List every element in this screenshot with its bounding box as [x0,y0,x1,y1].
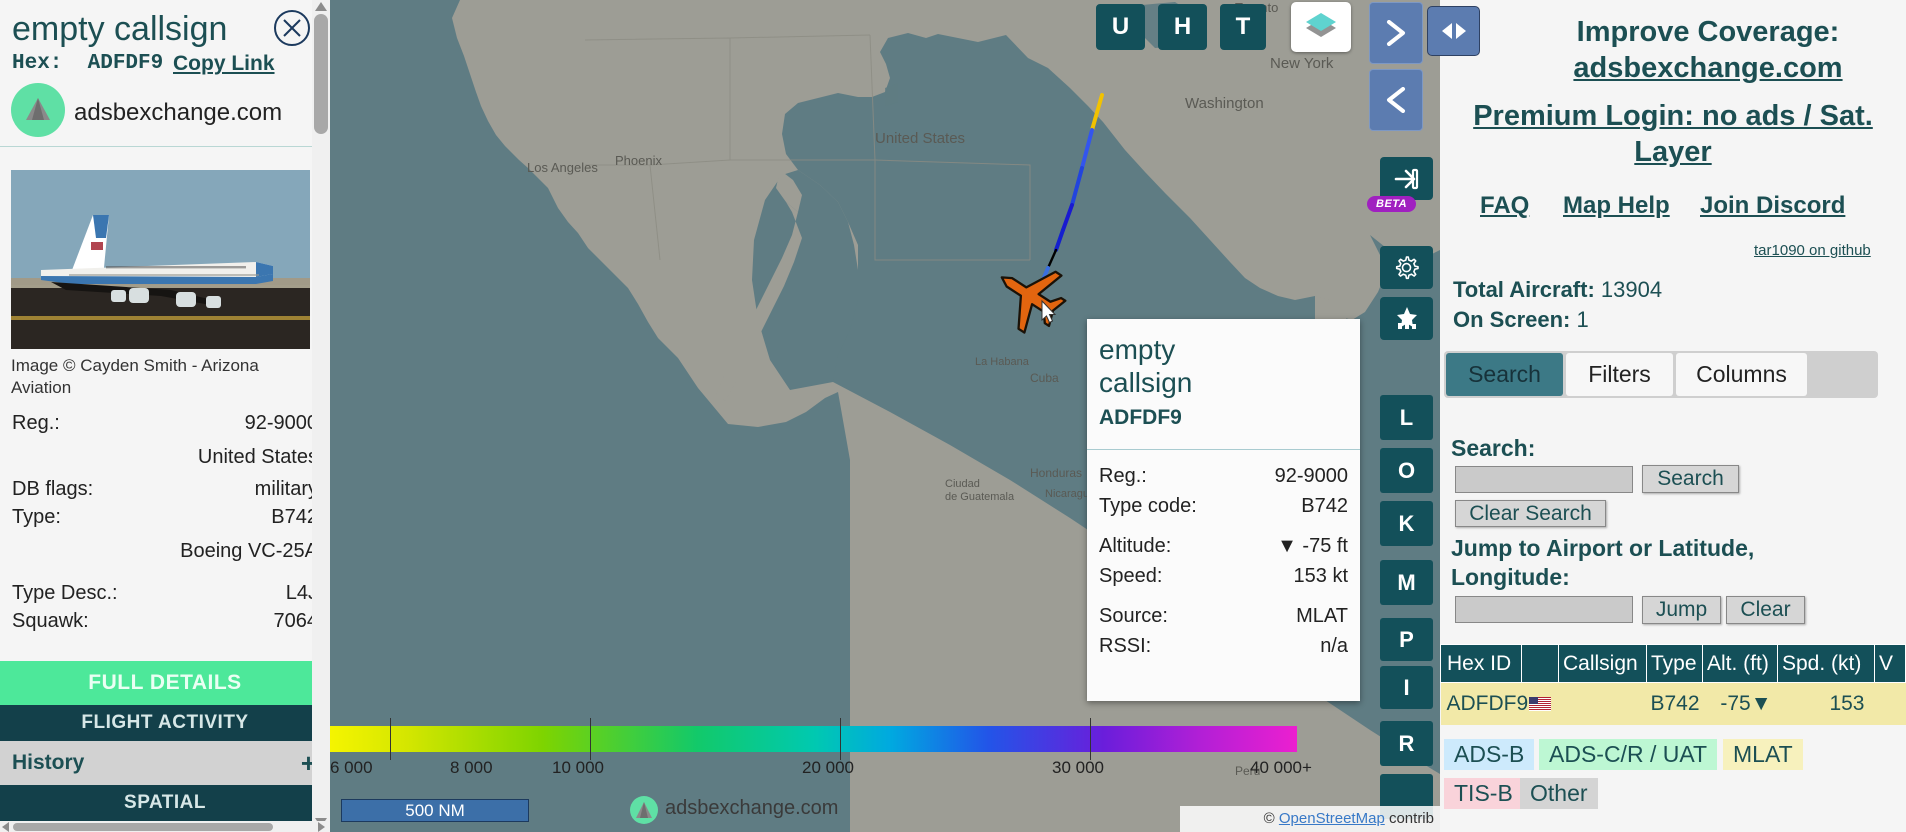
svg-text:Ciudad: Ciudad [945,478,980,490]
svg-text:New York: New York [1270,55,1334,72]
svg-text:Honduras: Honduras [1030,466,1082,480]
svg-text:de Guatemala: de Guatemala [945,491,1015,503]
svg-text:La Habana: La Habana [975,356,1030,368]
svg-text:Washington: Washington [1185,95,1264,112]
svg-text:Cuba: Cuba [1030,371,1059,385]
svg-text:Phoenix: Phoenix [615,153,662,168]
svg-text:Los Angeles: Los Angeles [527,160,598,175]
svg-text:United States: United States [875,130,965,147]
